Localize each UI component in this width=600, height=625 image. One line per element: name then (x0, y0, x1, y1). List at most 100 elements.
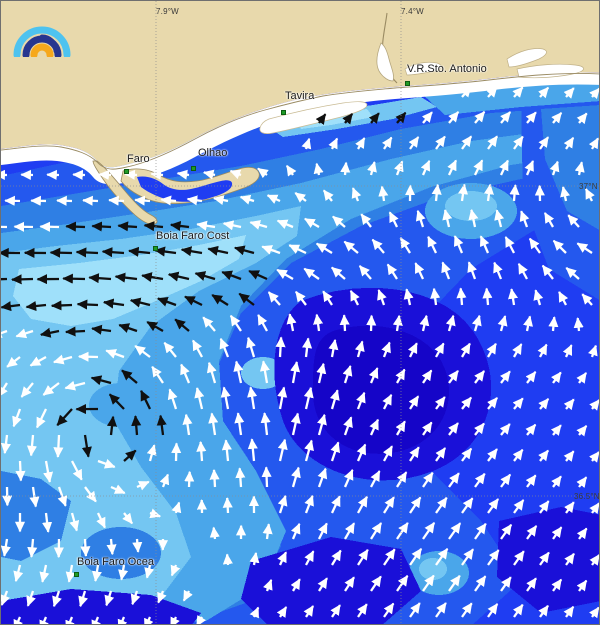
current-vector-arrow (367, 161, 377, 176)
current-vector-arrow (487, 397, 498, 410)
current-vector-arrow (15, 460, 26, 482)
current-vector-arrow (285, 164, 297, 177)
current-vector-arrow (383, 548, 396, 566)
current-vector-arrow (576, 476, 588, 488)
current-vector-arrow (239, 194, 255, 205)
current-vector-arrow (76, 299, 99, 310)
current-vector-arrow (435, 602, 447, 618)
current-vector-arrow (330, 441, 340, 462)
current-vector-arrow (407, 342, 418, 358)
current-vector-arrow (102, 298, 125, 309)
current-vector-arrow (222, 553, 233, 566)
current-vector-arrow (42, 512, 53, 533)
current-vector-arrow (461, 135, 473, 150)
current-vector-arrow (134, 344, 151, 358)
current-vector-arrow (53, 434, 64, 458)
current-vector-arrow (105, 349, 125, 359)
current-vector-arrow (525, 111, 537, 124)
station-label: Olhao (198, 147, 228, 159)
current-vector-arrow (434, 342, 445, 358)
current-vector-arrow (27, 538, 38, 558)
current-vector-arrow (370, 575, 382, 592)
current-vector-arrow (84, 486, 97, 503)
current-vector-arrow (576, 372, 588, 384)
current-vector-arrow (96, 512, 106, 529)
current-vector-arrow (257, 167, 269, 179)
current-vector-arrow (182, 413, 193, 436)
current-vector-arrow (69, 512, 80, 532)
current-vector-arrow (421, 421, 433, 436)
current-vector-arrow (65, 616, 75, 624)
current-vector-arrow (276, 606, 288, 618)
current-vector-arrow (539, 551, 550, 566)
current-vector-arrow (154, 246, 177, 257)
station-dot-icon[interactable] (124, 169, 129, 174)
current-vector-arrow (344, 576, 355, 592)
rainbow-logo[interactable] (11, 15, 73, 57)
rainbow-arc-accent (39, 34, 59, 54)
current-vector-arrow (249, 220, 268, 230)
current-vector-arrow (286, 313, 297, 332)
current-vector-arrow (140, 389, 152, 410)
current-vector-arrow (369, 418, 380, 436)
current-vector-arrow (146, 321, 164, 332)
current-vector-arrow (500, 523, 513, 540)
current-vector-arrow (487, 135, 499, 150)
current-vector-arrow (39, 221, 60, 232)
station-dot-icon[interactable] (405, 81, 410, 86)
current-vector-arrow (576, 425, 588, 437)
current-vector-arrow (537, 343, 548, 358)
current-vector-arrow (409, 446, 420, 462)
station-dot-icon[interactable] (281, 110, 286, 115)
current-vector-arrow (13, 616, 23, 624)
current-vector-arrow (52, 590, 62, 608)
current-vector-arrow (91, 616, 101, 624)
current-vector-arrow (118, 564, 129, 581)
current-vector-arrow (589, 399, 599, 411)
current-vector-arrow (1, 538, 11, 557)
current-vector-arrow (435, 396, 446, 410)
current-vector-arrow (356, 495, 369, 514)
current-vector-arrow (248, 269, 268, 281)
current-vector-arrow (538, 604, 549, 618)
current-vector-arrow (342, 365, 353, 384)
current-vector-arrow (473, 159, 484, 176)
current-vector-arrow (526, 525, 538, 540)
current-vector-arrow (467, 261, 477, 280)
current-vector-arrow (101, 247, 125, 258)
station-label: Tavira (285, 90, 315, 102)
station-dot-icon[interactable] (153, 246, 158, 251)
current-vector-arrow (342, 113, 354, 125)
current-vector-arrow (538, 398, 550, 410)
current-vector-arrow (551, 578, 563, 592)
current-vector-arrow (35, 408, 48, 429)
station-dot-icon[interactable] (74, 572, 79, 577)
current-vector-arrow (396, 522, 409, 540)
current-vector-arrow (328, 338, 339, 358)
current-vector-arrow (267, 291, 281, 306)
current-vector-arrow (340, 161, 351, 176)
current-vector-arrow (541, 264, 554, 280)
station-dot-icon[interactable] (191, 166, 196, 171)
current-vector-arrow (157, 590, 167, 604)
current-vector-arrow (39, 616, 49, 624)
current-vector-arrow (331, 266, 346, 280)
current-vector-arrow (1, 301, 21, 312)
current-vector-arrow (257, 314, 269, 332)
current-vector-arrow (533, 289, 544, 306)
current-vector-arrow (128, 246, 151, 257)
coast-spit-east (506, 48, 547, 68)
current-vector-arrow (448, 111, 460, 124)
current-vector-arrow (483, 183, 494, 202)
current-vector-arrow (512, 86, 524, 98)
current-vector-arrow (576, 112, 588, 125)
current-vector-arrow (356, 391, 366, 410)
current-vector-arrow (163, 341, 177, 358)
current-vector-arrow (108, 195, 125, 206)
current-vector-arrow (414, 262, 425, 280)
current-vector-arrow (169, 220, 190, 231)
current-vector-arrow (383, 602, 395, 618)
current-vector-arrow (72, 169, 86, 180)
current-vector-arrow (302, 337, 313, 358)
